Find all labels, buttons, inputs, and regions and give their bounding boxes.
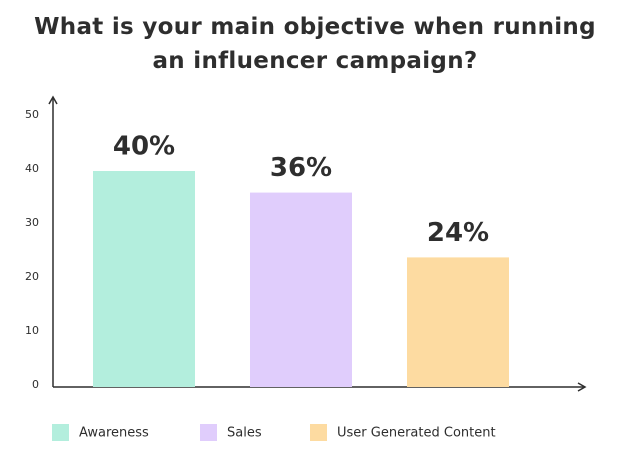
- y-tick-label: 50: [25, 108, 39, 121]
- y-tick-label: 10: [25, 324, 39, 337]
- value-label: 24%: [427, 218, 489, 248]
- legend-label: User Generated Content: [337, 426, 496, 441]
- legend-swatch: [200, 424, 217, 441]
- bar: [407, 257, 509, 387]
- y-axis-arrow: [48, 95, 58, 105]
- x-axis-arrow: [577, 382, 587, 392]
- bar: [250, 192, 352, 387]
- bar: [93, 171, 195, 387]
- y-tick-label: 30: [25, 216, 39, 229]
- value-label: 40%: [113, 132, 175, 162]
- y-tick-label: 0: [32, 378, 39, 391]
- legend-swatch: [310, 424, 327, 441]
- y-tick-label: 20: [25, 270, 39, 283]
- legend-label: Sales: [227, 426, 262, 441]
- value-label: 36%: [270, 153, 332, 183]
- legend-label: Awareness: [79, 426, 149, 441]
- chart-title: What is your main objective when running…: [34, 14, 596, 74]
- y-tick-label: 40: [25, 162, 39, 175]
- legend-swatch: [52, 424, 69, 441]
